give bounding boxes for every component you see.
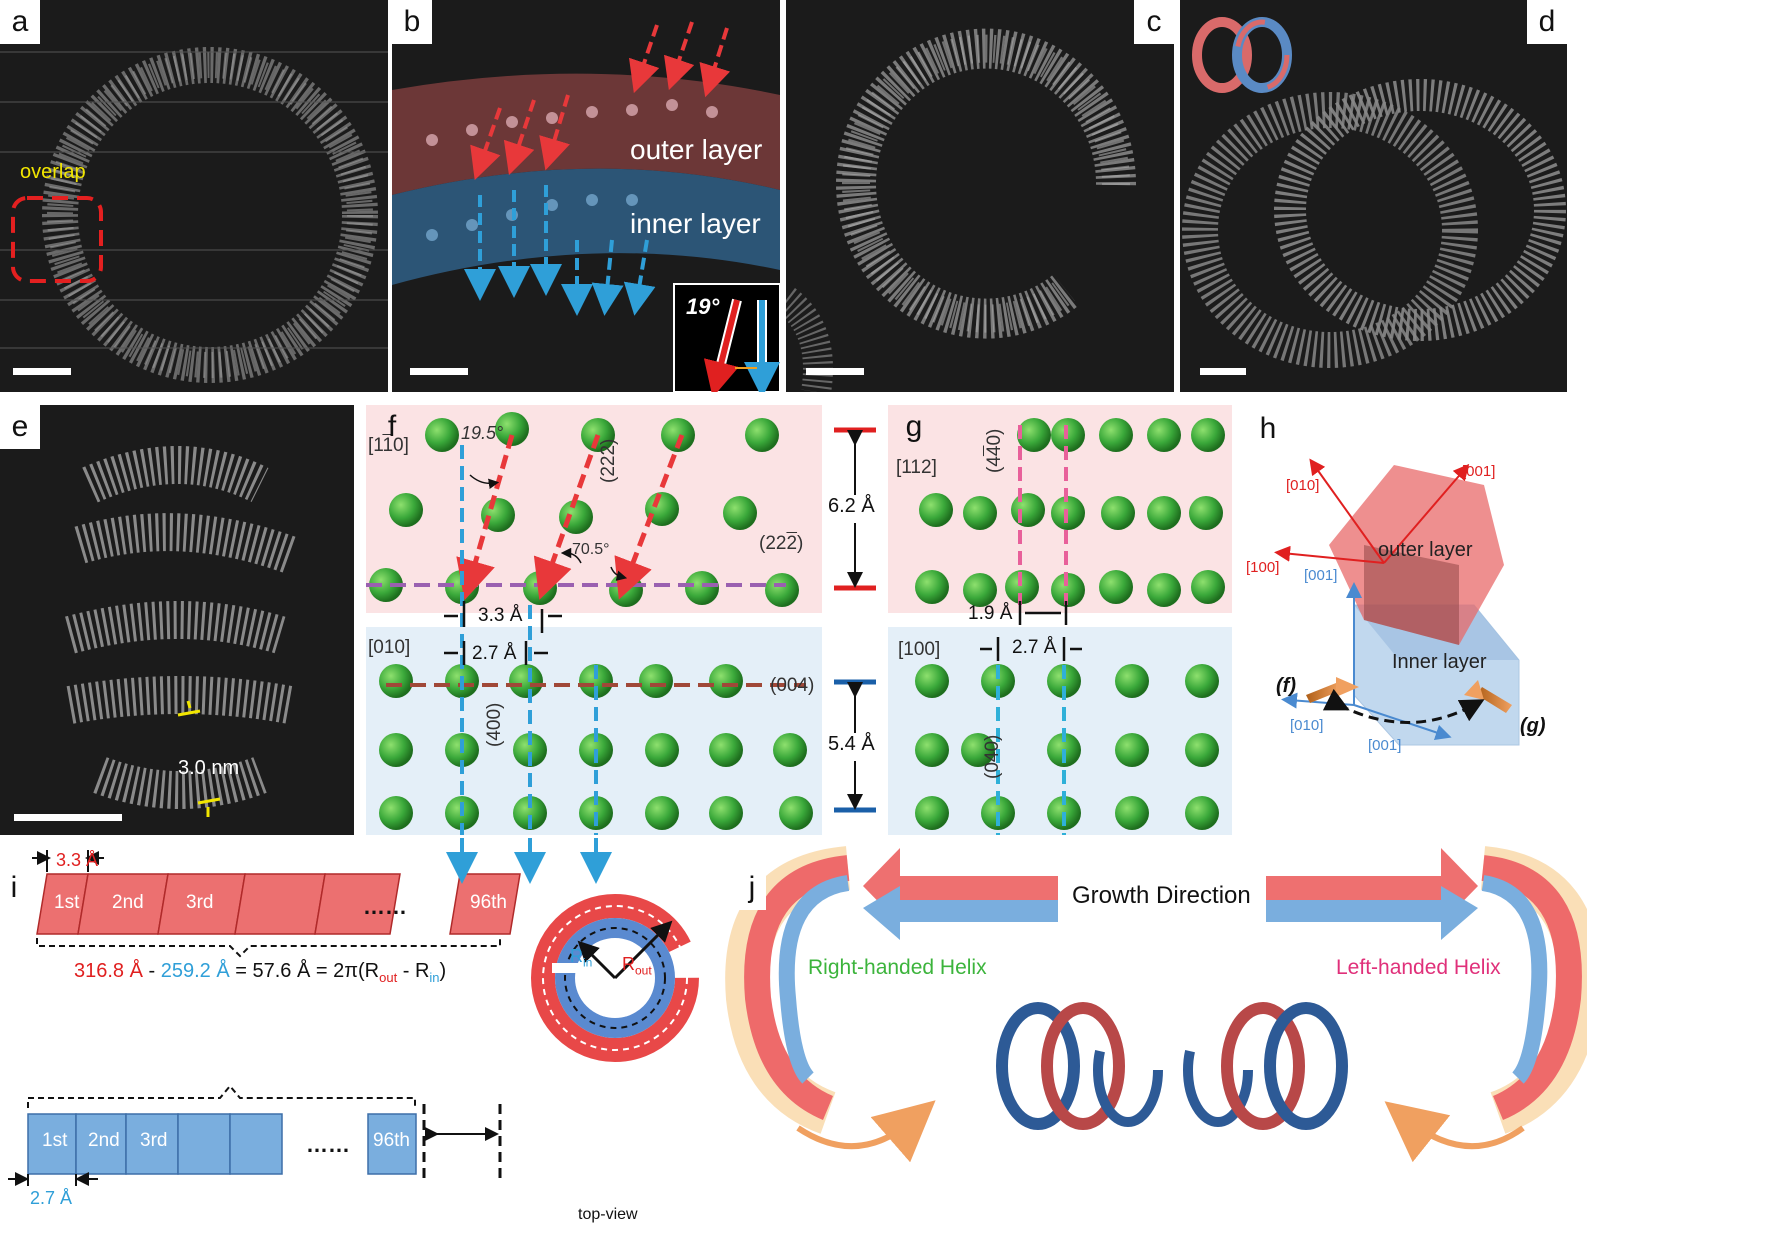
right-handed-helix-icon — [996, 1002, 1163, 1130]
coil-image — [65, 446, 297, 817]
inner-cell-width-label: 2.7 Å — [30, 1188, 73, 1208]
outer-dots: …… — [363, 894, 407, 919]
overlap-label: overlap — [20, 161, 86, 183]
plane-400-label: (400) — [484, 702, 505, 747]
panel-b-micrograph: outer layer inner layer 19° b — [392, 0, 780, 392]
panel-i-unit-cell-count: 3.3 Å 1st 2nd 3rd …… 96th 316.8 Å - 259.… — [0, 838, 705, 1238]
outer-cell-width-label: 3.3 Å — [56, 850, 99, 870]
panel-c-micrograph: c — [786, 0, 1174, 392]
crystal-orientation — [1274, 458, 1520, 746]
inner-layer-label: inner layer — [630, 208, 761, 239]
outer-100-label: [100] — [1246, 559, 1280, 576]
panel-d-label: d — [1527, 0, 1567, 44]
top-view-label: top-view — [578, 1206, 638, 1223]
inner-010-label: [010] — [1290, 717, 1324, 734]
scale-bar — [14, 814, 122, 821]
outer-spacing-label: 1.9 Å — [968, 603, 1013, 624]
thickness-label: 3.0 nm — [178, 757, 240, 779]
scale-bar — [1200, 368, 1246, 375]
panel-a-label: a — [0, 0, 40, 44]
bilayer-image — [392, 21, 780, 392]
outer-direction-label: [112] — [896, 457, 937, 478]
inner-direction-label: [010] — [368, 637, 411, 658]
helix-image — [1182, 17, 1566, 368]
outer-spacing-6-2: 6.2 Å — [828, 495, 875, 517]
panel-j-label: j — [738, 866, 766, 910]
scale-bar — [13, 368, 71, 375]
right-handed-label: Right-handed Helix — [808, 956, 987, 979]
left-handed-label: Left-handed Helix — [1336, 956, 1501, 979]
panel-b-label: b — [392, 0, 432, 44]
outer-cell-96: 96th — [470, 892, 507, 913]
outer-cell-1: 1st — [54, 892, 80, 913]
top-view-rings — [531, 894, 699, 1062]
panel-f-label: f — [387, 410, 397, 443]
inner-001-up-label: [001] — [1304, 567, 1338, 584]
ring-image — [0, 47, 388, 383]
outer-layer-label: outer layer — [630, 134, 763, 165]
plane-4-4bar-0-label: (440) — [984, 428, 1005, 473]
outer-spacing-label: 3.3 Å — [478, 605, 523, 626]
panel-h-orientation-diagram: [010] [001] [100] outer layer [001] Inne… — [1244, 405, 1587, 835]
panel-d-micrograph: d — [1180, 0, 1567, 392]
inner-direction-label: [100] — [898, 639, 941, 660]
plane-040-label: (040) — [982, 734, 1003, 779]
outer-direction-label: [110] — [368, 435, 409, 456]
unit-cell-diagram — [8, 838, 699, 1186]
panel-i-label: i — [0, 866, 28, 910]
lattice-model — [915, 418, 1225, 835]
panel-a-micrograph: overlap a — [0, 0, 388, 392]
overlap-box — [11, 196, 103, 283]
panel-j-chirality: Growth Direction Right-handed Helix Left… — [708, 838, 1587, 1238]
plane-222-label: (222) — [598, 438, 619, 483]
inner-cell-1: 1st — [42, 1130, 68, 1151]
open-ring-image — [786, 28, 1137, 392]
f-view-label: (f) — [1276, 675, 1296, 697]
plane-004-label: (004) — [770, 675, 815, 696]
inner-spacing-5-4: 5.4 Å — [828, 733, 875, 755]
inner-unit-cells — [27, 1113, 417, 1175]
g-view-label: (g) — [1520, 715, 1546, 737]
inner-spacing-label: 2.7 Å — [472, 643, 517, 664]
lattice-model — [366, 412, 813, 835]
angle-19-5-label: 19.5° — [461, 423, 504, 443]
inner-cell-96: 96th — [373, 1130, 410, 1151]
inner-cell-2: 2nd — [88, 1130, 120, 1151]
r-out-label: Rout — [622, 954, 652, 978]
r-in-label: Rin — [570, 946, 593, 970]
plane-22-2bar-label: (222) — [759, 533, 804, 554]
atoms — [915, 418, 1225, 830]
scale-bar — [806, 368, 864, 375]
outer-unit-cells — [36, 873, 521, 935]
scale-bar — [410, 368, 468, 375]
panel-f-lattice: [110] 19.5° (222) (222) 70.5° 3.3 Å [010… — [366, 405, 822, 835]
inner-cell-3: 3rd — [140, 1130, 168, 1151]
outer-cell-2: 2nd — [112, 892, 144, 913]
helix-icon — [1192, 17, 1292, 93]
inner-dots: …… — [306, 1132, 350, 1157]
helix-growth-diagram — [725, 846, 1587, 1163]
panel-e-micrograph: 3.0 nm e — [0, 405, 354, 835]
panel-h-label: h — [1248, 407, 1288, 451]
panel-g-lattice: [112] (440) 1.9 Å [100] 2.7 Å (040) g — [888, 405, 1232, 835]
outer-layer-label: outer layer — [1378, 539, 1473, 561]
panel-e-label: e — [0, 405, 40, 449]
panel-c-label: c — [1134, 0, 1174, 44]
left-handed-helix-icon — [1183, 1002, 1348, 1130]
outer-cell-3: 3rd — [186, 892, 214, 913]
atoms — [369, 412, 813, 830]
inner-spacing-label: 2.7 Å — [1012, 637, 1057, 658]
outer-010-label: [010] — [1286, 477, 1320, 494]
layer-spacing-scale — [828, 427, 882, 813]
angle-70-5-label: 70.5° — [572, 541, 610, 558]
inner-layer-label: Inner layer — [1392, 651, 1487, 673]
panel-i-equation: 316.8 Å - 259.2 Å = 57.6 Å = 2π(Rout - R… — [74, 960, 447, 985]
growth-direction-label: Growth Direction — [1072, 882, 1251, 909]
outer-001-label: [001] — [1462, 463, 1496, 480]
panel-g-label: g — [905, 410, 923, 443]
tilt-angle-label: 19° — [686, 294, 720, 319]
inner-001-label: [001] — [1368, 737, 1402, 754]
